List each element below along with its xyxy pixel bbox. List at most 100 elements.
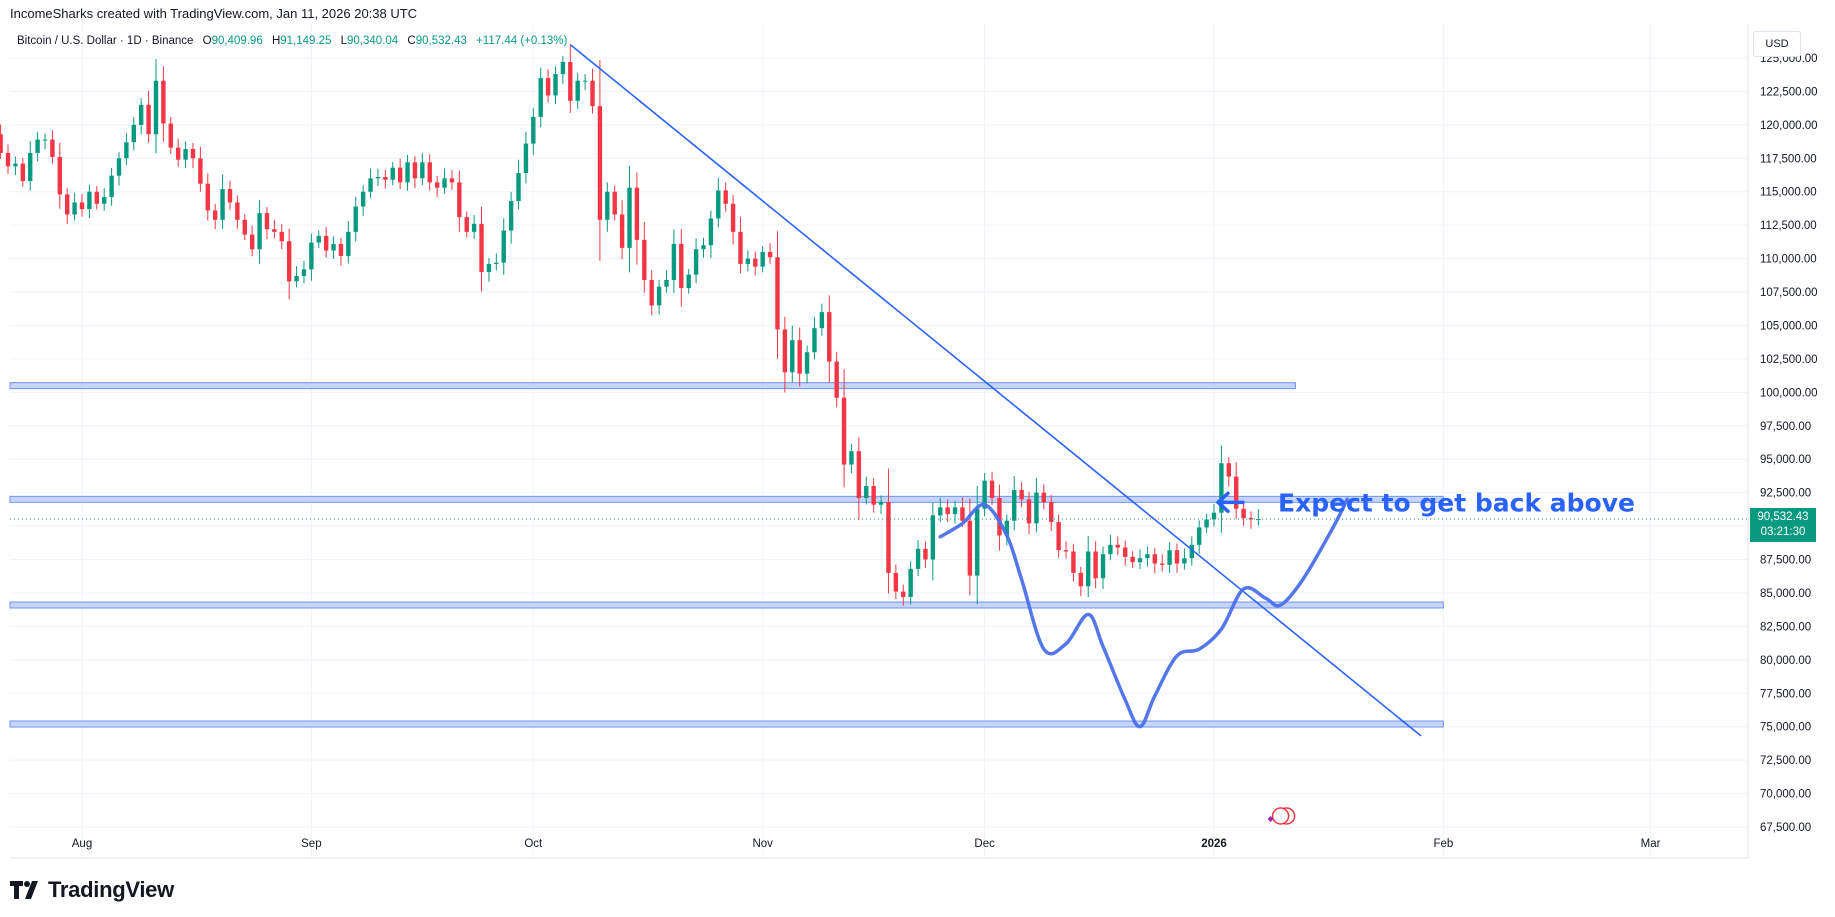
time-tick-label: Sep (301, 838, 321, 850)
price-axis[interactable]: 67,500.00 70,000.00 72,500.00 75,000.00 77,5… (1760, 53, 1818, 834)
time-tick-label: Nov (752, 838, 773, 850)
candle-body (464, 217, 469, 232)
support-resistance-zone (9, 601, 1444, 609)
candle-body (775, 257, 780, 330)
candle-body (945, 507, 950, 515)
open-label: O (202, 35, 212, 47)
candle-body (20, 163, 26, 182)
candle-body (760, 251, 765, 267)
candle-body (383, 177, 388, 180)
symbol-legend: Bitcoin / U.S. Dollar · 1D · Binance O90… (17, 35, 567, 47)
candle-body (1130, 556, 1135, 563)
tradingview-logo[interactable]: TradingView (10, 877, 174, 903)
price-tick-label: 107,500.00 (1760, 287, 1818, 299)
candles (0, 44, 1261, 606)
price-tick-label: 95,000.00 (1760, 454, 1811, 466)
annotation-text: Expect to get back above (1278, 488, 1635, 517)
candle-body (1145, 554, 1150, 559)
price-tick-label: 102,500.00 (1760, 354, 1818, 366)
candle-body (212, 210, 218, 220)
candle-body (1137, 558, 1143, 563)
price-tick-label: 105,000.00 (1760, 320, 1818, 332)
candle-body (360, 191, 366, 207)
candle-body (65, 194, 70, 215)
economic-event-icon (1271, 807, 1290, 825)
candle-body (1241, 508, 1246, 519)
candle-body (605, 191, 610, 220)
candle-body (531, 116, 536, 144)
support-resistance-zone (9, 495, 1444, 503)
candle-body (138, 104, 144, 125)
candle-body (434, 182, 440, 188)
candle-body (353, 206, 358, 232)
candle-body (893, 572, 899, 592)
candle-body (94, 191, 99, 204)
price-tick-label: 112,500.00 (1760, 220, 1817, 232)
candle-body (1152, 554, 1158, 564)
candle-body (730, 203, 736, 232)
candle-body (901, 591, 906, 597)
candle-body (1034, 492, 1039, 524)
candle-body (79, 202, 85, 210)
candle-body (286, 241, 292, 282)
candle-body (412, 162, 418, 179)
price-tick-label: 82,500.00 (1760, 621, 1811, 633)
candle-body (301, 269, 307, 276)
candle-body (449, 178, 455, 183)
candle-body (1071, 551, 1076, 573)
candle-body (1100, 554, 1106, 579)
candle-body (693, 249, 699, 275)
candle-body (886, 502, 891, 573)
time-axis[interactable]: AugSepOctNovDec2026FebMarApr (72, 838, 1835, 850)
candle-body (1004, 520, 1010, 536)
open-value: 90,409.96 (211, 35, 263, 47)
tradingview-icon (10, 881, 38, 899)
candle-body (612, 191, 617, 215)
price-tick-label: 72,500.00 (1760, 755, 1811, 767)
candle-body (967, 520, 973, 576)
candle-body (523, 143, 529, 174)
candle-body (908, 568, 913, 597)
candle-body (272, 229, 277, 232)
candle-body (975, 508, 980, 576)
candle-body (442, 178, 447, 188)
price-tick-label: 75,000.00 (1760, 722, 1811, 734)
candle-body (982, 480, 987, 509)
candle-body (1160, 563, 1165, 565)
symbol-name[interactable]: Bitcoin / U.S. Dollar · 1D · Binance (17, 35, 194, 47)
candle-body (508, 201, 514, 231)
candle-body (175, 147, 181, 160)
candle-body (679, 243, 684, 289)
candle-body (1063, 550, 1069, 552)
candle-body (101, 197, 107, 204)
price-tick-label: 92,500.00 (1760, 488, 1811, 500)
price-tick-label: 110,000.00 (1760, 254, 1817, 266)
candle-body (701, 245, 706, 250)
candle-body (479, 223, 484, 272)
candle-body (864, 485, 869, 499)
candle-body (568, 62, 573, 101)
candle-body (582, 80, 588, 82)
candle-body (161, 80, 166, 124)
high-label: H (271, 35, 281, 47)
candle-body (1219, 463, 1224, 513)
currency-button[interactable]: USD (1753, 31, 1801, 57)
candle-body (516, 173, 521, 202)
candle-body (716, 190, 721, 219)
price-tick-label: 80,000.00 (1760, 655, 1811, 667)
candle-body (227, 189, 233, 203)
candle-body (619, 214, 625, 248)
candle-body (664, 280, 669, 287)
brand-name: TradingView (48, 877, 174, 902)
time-tick-label: Feb (1433, 838, 1453, 850)
candle-body (960, 507, 965, 521)
last-price-label: 90,532.43 03:21:30 (1750, 508, 1816, 542)
candle-body (738, 231, 743, 264)
candle-body (390, 167, 395, 180)
candle-body (1019, 489, 1024, 500)
candle-body (5, 152, 11, 167)
high-value: 91,149.25 (280, 35, 332, 47)
candle-body (590, 80, 595, 107)
candle-body (427, 162, 432, 183)
